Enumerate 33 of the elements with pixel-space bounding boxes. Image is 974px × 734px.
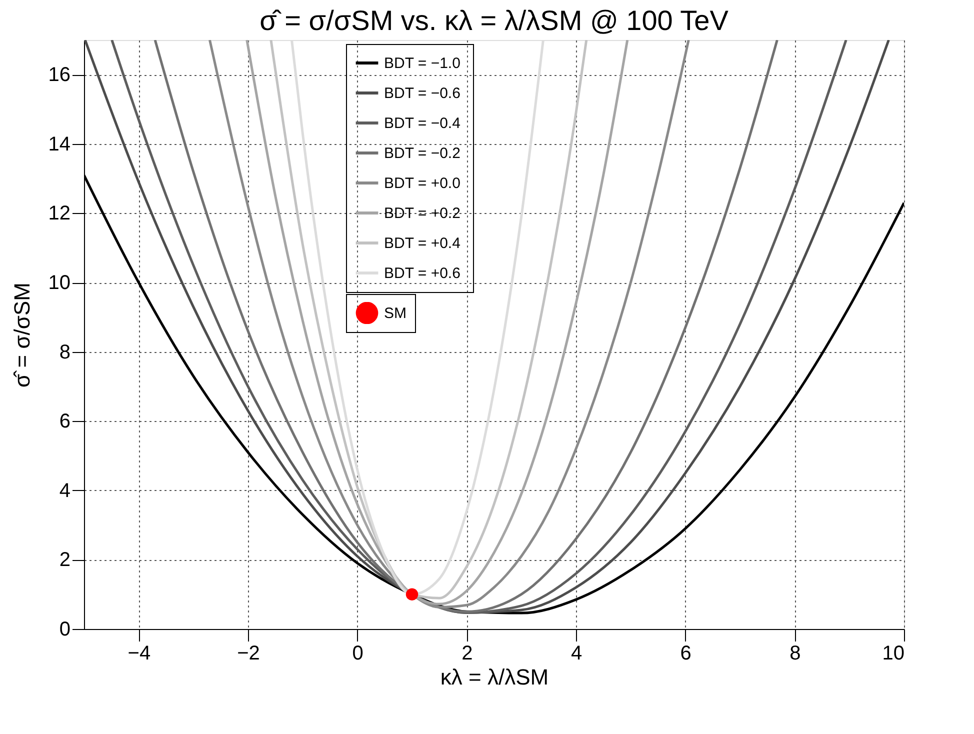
- legend-label: BDT = +0.0: [384, 175, 460, 192]
- x-tick-label: 8: [790, 642, 801, 664]
- x-tick-label: 6: [680, 642, 692, 664]
- x-tick-label: 4: [570, 642, 582, 664]
- legend-label: BDT = +0.2: [384, 205, 460, 222]
- legend-label: BDT = −0.6: [384, 85, 460, 102]
- y-tick-label: 16: [48, 64, 70, 86]
- y-tick-label: 8: [59, 341, 70, 364]
- y-tick-label: 6: [59, 410, 70, 433]
- x-tick-label: −4: [128, 642, 151, 664]
- legend-label: BDT = −1.0: [384, 55, 460, 72]
- y-tick-label: 14: [48, 133, 70, 156]
- y-tick-label: 2: [59, 549, 70, 572]
- x-tick-label: 2: [462, 642, 473, 664]
- y-tick-label: 0: [59, 618, 70, 640]
- legend-label: BDT = +0.4: [384, 235, 460, 252]
- x-tick-label: −2: [237, 642, 260, 664]
- legend-label: BDT = +0.6: [384, 265, 460, 282]
- x-tick-label: 0: [352, 642, 364, 664]
- legend-label: BDT = −0.2: [384, 145, 460, 162]
- legend-label: SM: [384, 305, 406, 322]
- line-series: [208, 40, 690, 608]
- line-series: [246, 40, 629, 606]
- line-series: [270, 40, 588, 600]
- x-axis-title: κλ = λ/λSM: [440, 664, 549, 690]
- x-tick-label: 10: [882, 642, 904, 664]
- legend-label: BDT = −0.4: [384, 115, 460, 132]
- y-tick-label: 4: [59, 480, 70, 502]
- chart-title: σ̂ = σ/σSM vs. κλ = λ/λSM @ 100 TeV: [260, 5, 729, 36]
- y-axis-title: σ̂ = σ/σSM: [9, 282, 34, 388]
- line-series: [154, 40, 778, 613]
- y-tick-label: 10: [48, 272, 70, 294]
- y-tick-label: 12: [48, 202, 70, 225]
